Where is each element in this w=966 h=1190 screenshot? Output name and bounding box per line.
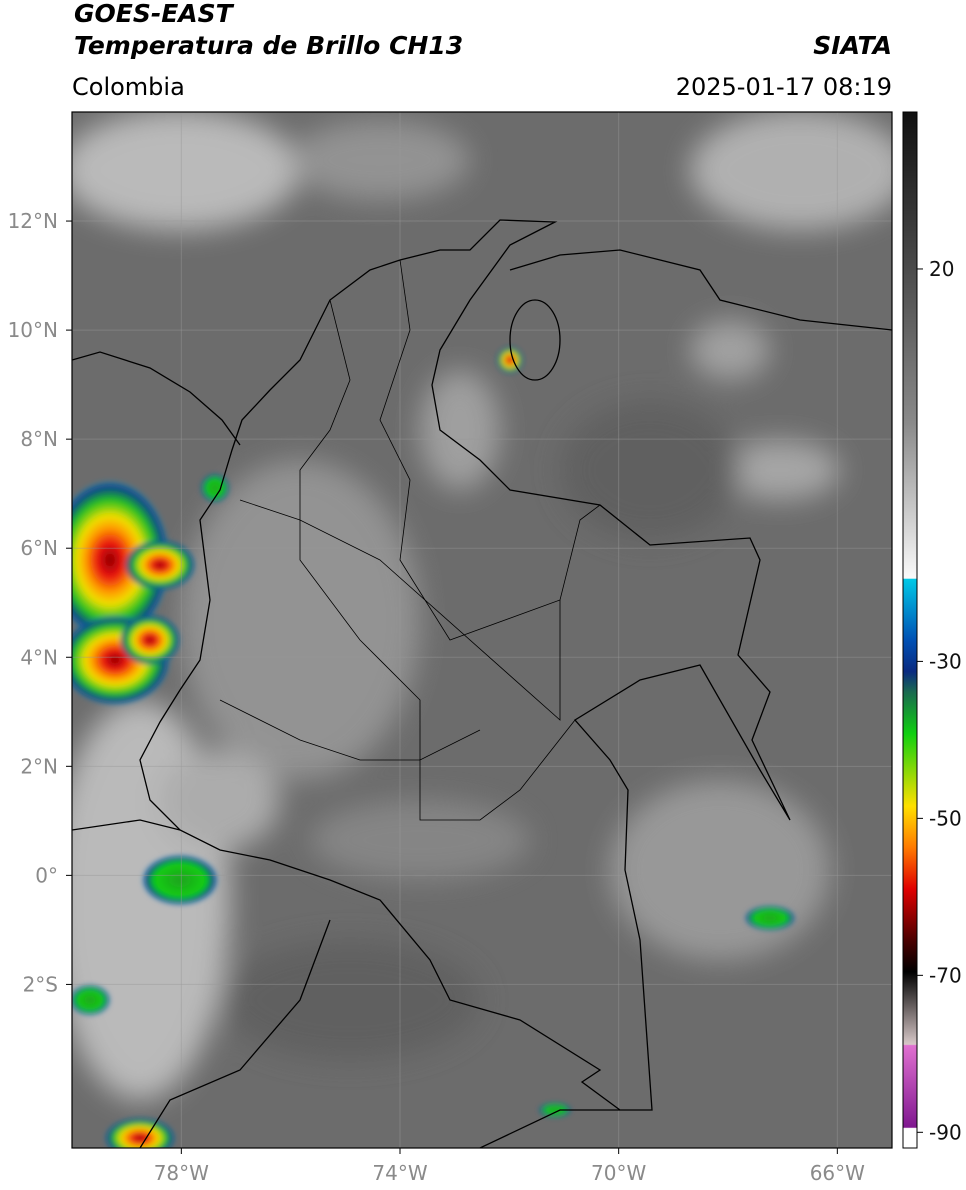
satellite-image [72, 112, 892, 1148]
graticule [72, 112, 892, 1148]
y-tick-label: 4°N [20, 645, 58, 669]
y-tick-label: 8°N [20, 427, 58, 451]
colombia-border [139, 219, 791, 1111]
y-tick-label: 2°N [20, 754, 58, 778]
colorbar-tick-label: -70 [929, 963, 962, 987]
colorbar-tick-label: -50 [929, 806, 962, 830]
y-tick-label: 0° [35, 863, 58, 887]
y-tick-label: 12°N [8, 209, 58, 233]
coastline [72, 351, 241, 446]
x-tick-label: 74°W [372, 1161, 427, 1185]
department-borders [299, 299, 576, 821]
colorbar [902, 111, 918, 1149]
colorbar-tick-label: 20 [929, 257, 954, 281]
country-borders [479, 1109, 620, 1148]
agency: SIATA [813, 31, 892, 60]
lake-maracaibo [509, 299, 561, 381]
timestamp: 2025-01-17 08:19 [676, 73, 892, 101]
country-borders [72, 819, 181, 831]
coastline [509, 249, 892, 331]
y-tick-label: 10°N [8, 318, 58, 342]
y-tick-label: 6°N [20, 536, 58, 560]
colorbar-tick-label: -90 [929, 1120, 962, 1144]
satellite: GOES-EAST [74, 0, 235, 28]
country-borders [139, 919, 331, 1148]
region: Colombia [72, 73, 185, 101]
x-tick-label: 78°W [154, 1161, 209, 1185]
x-tick-label: 66°W [810, 1161, 865, 1185]
product: Temperatura de Brillo CH13 [74, 31, 463, 60]
map-frame [71, 111, 893, 1149]
x-tick-label: 70°W [591, 1161, 646, 1185]
colorbar-tick-label: -30 [929, 649, 962, 673]
y-tick-label: 2°S [23, 972, 58, 996]
department-borders [239, 499, 561, 721]
department-borders [219, 699, 481, 761]
department-borders [379, 259, 601, 641]
